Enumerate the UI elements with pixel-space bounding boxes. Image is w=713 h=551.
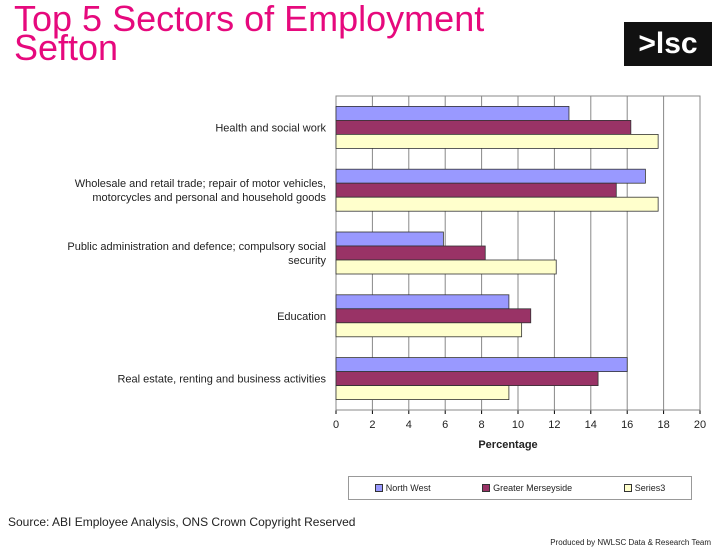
x-tick-label: 4 — [406, 419, 412, 431]
category-label: motorcycles and personal and household g… — [92, 192, 326, 204]
legend-item-series3: Series3 — [623, 483, 666, 493]
chart-legend: North West Greater Merseyside Series3 — [348, 476, 692, 500]
x-axis-title: Percentage — [478, 439, 537, 451]
x-tick-label: 12 — [548, 419, 560, 431]
x-tick-label: 18 — [657, 419, 669, 431]
bar — [335, 182, 617, 198]
bar — [335, 231, 444, 247]
x-tick-label: 14 — [585, 419, 597, 431]
legend-label-series3: Series3 — [634, 483, 666, 493]
bar — [335, 294, 510, 310]
legend-label-greater-merseyside: Greater Merseyside — [493, 483, 573, 493]
legend-label-north-west: North West — [385, 483, 431, 493]
source-note: Source: ABI Employee Analysis, ONS Crown… — [8, 515, 356, 529]
chart-title: Top 5 Sectors of Employment Sefton — [14, 0, 485, 68]
category-label: Wholesale and retail trade; repair of mo… — [75, 178, 326, 190]
category-label: security — [288, 255, 326, 267]
title-line-1: Top 5 Sectors of Employment — [14, 0, 485, 39]
bar — [335, 385, 510, 401]
legend-swatch-north-west — [374, 484, 383, 492]
bar — [335, 196, 659, 212]
category-label: Public administration and defence; compu… — [67, 241, 326, 253]
x-tick-label: 2 — [369, 419, 375, 431]
x-tick-label: 10 — [512, 419, 524, 431]
category-label: Health and social work — [215, 122, 326, 134]
x-tick-label: 20 — [694, 419, 706, 431]
bar — [335, 322, 523, 338]
bar — [335, 371, 599, 387]
bar — [335, 105, 570, 121]
legend-swatch-series3 — [623, 484, 632, 492]
x-tick-label: 16 — [621, 419, 633, 431]
legend-swatch-greater-merseyside — [482, 484, 491, 492]
lsc-logo: >lsc — [624, 22, 712, 66]
x-tick-label: 8 — [479, 419, 485, 431]
x-tick-label: 6 — [442, 419, 448, 431]
bar — [335, 308, 532, 324]
title-line-2: Sefton — [14, 27, 119, 68]
bar — [335, 134, 659, 149]
category-label: Education — [277, 311, 326, 323]
bar — [335, 245, 486, 261]
legend-item-greater-merseyside: Greater Merseyside — [482, 483, 572, 493]
bar — [335, 259, 557, 275]
produced-by-note: Produced by NWLSC Data & Research Team — [550, 538, 711, 547]
bar-chart: 0 2 4 6 8 10 12 14 16 18 20 Percentage Health and so… — [67, 95, 706, 451]
bar — [335, 120, 632, 135]
legend-item-north-west: North West — [374, 483, 431, 493]
x-tick-label: 0 — [333, 419, 339, 431]
bar — [335, 168, 646, 184]
bar — [335, 357, 628, 373]
category-label: Real estate, renting and business activi… — [117, 374, 326, 386]
